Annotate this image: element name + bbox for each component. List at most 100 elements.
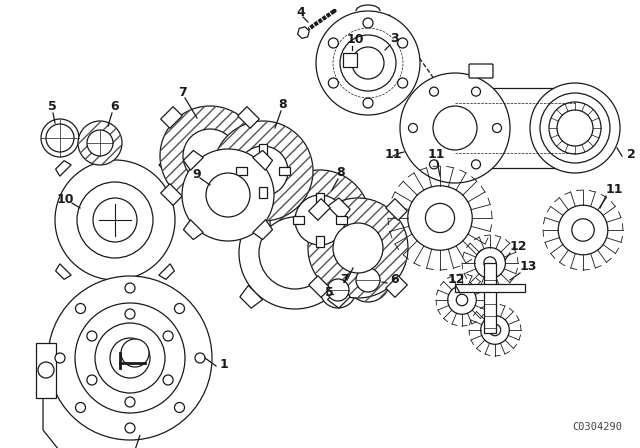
- Circle shape: [93, 198, 137, 242]
- Circle shape: [408, 124, 417, 133]
- Circle shape: [75, 303, 185, 413]
- Circle shape: [163, 331, 173, 341]
- Circle shape: [558, 205, 608, 255]
- Circle shape: [77, 182, 153, 258]
- Text: 1: 1: [220, 358, 228, 371]
- Polygon shape: [259, 144, 267, 155]
- Circle shape: [429, 160, 438, 169]
- Circle shape: [259, 217, 331, 289]
- Circle shape: [195, 353, 205, 363]
- Circle shape: [397, 78, 408, 88]
- Circle shape: [408, 186, 472, 250]
- Circle shape: [76, 402, 86, 413]
- Text: 11: 11: [606, 183, 623, 196]
- Circle shape: [352, 47, 384, 79]
- Circle shape: [295, 195, 345, 245]
- Circle shape: [400, 73, 510, 183]
- Circle shape: [327, 279, 349, 301]
- Polygon shape: [159, 160, 174, 176]
- Polygon shape: [328, 198, 350, 220]
- Text: 11: 11: [428, 148, 445, 161]
- Bar: [455, 284, 525, 292]
- Circle shape: [76, 303, 86, 314]
- Polygon shape: [237, 107, 259, 128]
- Polygon shape: [298, 27, 309, 39]
- Circle shape: [87, 130, 113, 156]
- Circle shape: [125, 423, 135, 433]
- Polygon shape: [240, 198, 262, 220]
- Circle shape: [160, 106, 260, 206]
- Text: 9: 9: [192, 168, 200, 181]
- Text: 12: 12: [510, 240, 527, 253]
- Text: 11: 11: [385, 148, 403, 161]
- Circle shape: [429, 87, 438, 96]
- Circle shape: [95, 323, 165, 393]
- Circle shape: [239, 197, 351, 309]
- Text: 2: 2: [627, 148, 636, 161]
- Circle shape: [572, 219, 594, 241]
- Polygon shape: [161, 107, 182, 128]
- Polygon shape: [240, 285, 262, 308]
- Text: 10: 10: [57, 193, 74, 206]
- Circle shape: [46, 124, 74, 152]
- Bar: [484, 263, 496, 333]
- Circle shape: [456, 294, 468, 306]
- Circle shape: [206, 173, 250, 217]
- Circle shape: [55, 353, 65, 363]
- Polygon shape: [316, 193, 324, 204]
- Circle shape: [363, 98, 373, 108]
- Circle shape: [87, 375, 97, 385]
- Polygon shape: [259, 187, 267, 198]
- Text: 10: 10: [347, 33, 365, 46]
- Polygon shape: [184, 151, 204, 170]
- Circle shape: [493, 124, 502, 133]
- Polygon shape: [386, 276, 407, 297]
- Circle shape: [48, 276, 212, 440]
- Bar: [455, 88, 575, 168]
- Circle shape: [182, 149, 274, 241]
- Circle shape: [87, 331, 97, 341]
- Circle shape: [163, 375, 173, 385]
- Circle shape: [472, 87, 481, 96]
- Polygon shape: [159, 264, 174, 280]
- Text: 4: 4: [296, 6, 305, 19]
- Circle shape: [55, 160, 175, 280]
- Polygon shape: [253, 220, 273, 240]
- Circle shape: [433, 106, 477, 150]
- Polygon shape: [56, 160, 71, 176]
- Circle shape: [41, 119, 79, 157]
- Circle shape: [38, 362, 54, 378]
- Text: 7: 7: [340, 273, 349, 286]
- Circle shape: [125, 283, 135, 293]
- Polygon shape: [56, 264, 71, 280]
- Polygon shape: [328, 285, 350, 308]
- Polygon shape: [308, 276, 330, 297]
- Circle shape: [125, 309, 135, 319]
- Circle shape: [397, 38, 408, 48]
- Circle shape: [481, 316, 509, 345]
- Circle shape: [270, 170, 370, 270]
- Polygon shape: [161, 184, 182, 205]
- Polygon shape: [279, 167, 290, 175]
- Text: C0304290: C0304290: [572, 422, 622, 432]
- Circle shape: [110, 338, 150, 378]
- Polygon shape: [253, 151, 273, 170]
- Circle shape: [316, 11, 420, 115]
- Polygon shape: [386, 198, 407, 220]
- FancyBboxPatch shape: [469, 64, 493, 78]
- Circle shape: [320, 272, 356, 308]
- Circle shape: [530, 83, 620, 173]
- Circle shape: [356, 268, 380, 292]
- Circle shape: [426, 203, 454, 233]
- Text: 5: 5: [325, 286, 333, 299]
- Text: 8: 8: [278, 98, 287, 111]
- Text: 7: 7: [178, 86, 187, 99]
- Circle shape: [328, 78, 339, 88]
- Circle shape: [121, 339, 149, 367]
- Polygon shape: [236, 167, 247, 175]
- Circle shape: [308, 198, 408, 298]
- Circle shape: [475, 248, 506, 278]
- Circle shape: [333, 223, 383, 273]
- Circle shape: [125, 397, 135, 407]
- Polygon shape: [336, 216, 347, 224]
